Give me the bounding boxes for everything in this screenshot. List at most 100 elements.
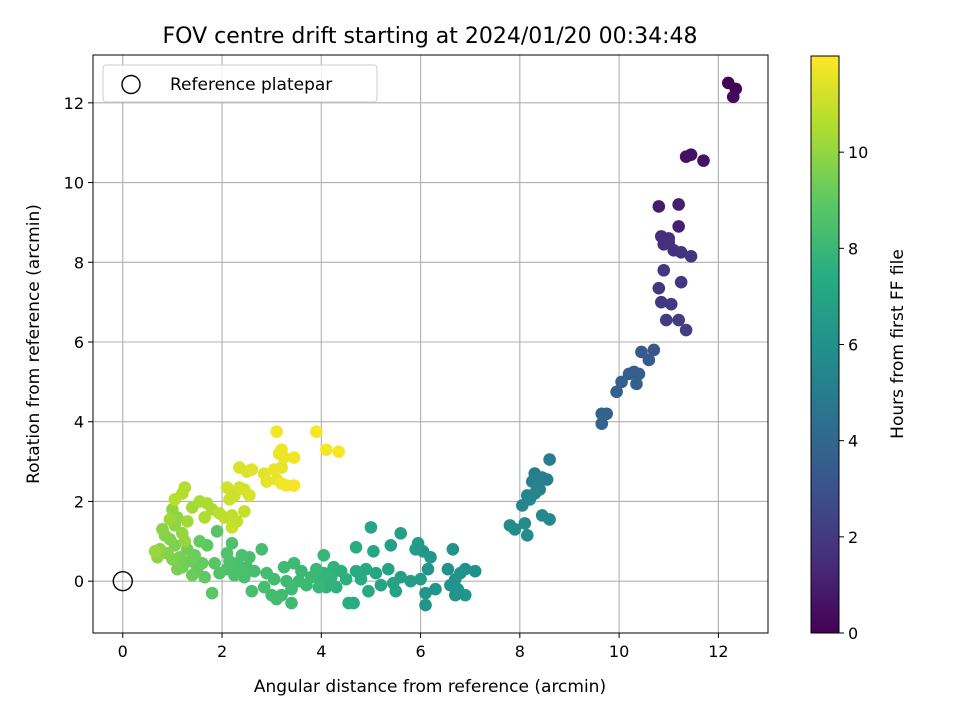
data-point — [332, 445, 345, 458]
y-tick-label: 4 — [74, 413, 84, 432]
y-tick-label: 6 — [74, 333, 84, 352]
data-point — [163, 513, 177, 526]
data-point — [419, 598, 432, 612]
data-point — [178, 535, 192, 548]
data-point — [595, 417, 609, 431]
legend-marker-reference — [121, 74, 141, 95]
data-point — [364, 521, 378, 534]
data-point — [185, 568, 199, 582]
data-point — [225, 521, 239, 534]
data-point — [654, 295, 668, 309]
x-tick-label: 2 — [217, 642, 227, 661]
data-point — [404, 574, 417, 588]
data-point — [205, 586, 219, 600]
colorbar-tick-label: 4 — [848, 432, 858, 451]
data-point — [543, 453, 556, 466]
colorbar-tick-label: 8 — [848, 239, 858, 258]
data-point — [198, 570, 211, 584]
data-point — [672, 198, 685, 211]
data-point — [659, 313, 673, 327]
colorbar-tick-label: 2 — [848, 528, 858, 547]
y-axis-label: Rotation from reference (arcmin) — [24, 204, 44, 484]
data-point — [342, 596, 355, 610]
data-point — [414, 572, 427, 586]
legend: Reference platepar — [102, 64, 378, 103]
data-point — [389, 584, 403, 598]
x-tick-label: 0 — [118, 642, 128, 661]
grid-lines — [93, 55, 768, 633]
y-tick-label: 12 — [64, 94, 84, 113]
legend-label-reference: Reference platepar — [170, 75, 332, 95]
data-point — [441, 562, 455, 576]
data-point — [684, 250, 698, 263]
data-point — [329, 580, 343, 594]
y-tick-label: 10 — [64, 174, 84, 193]
data-point — [429, 582, 442, 596]
data-point — [166, 503, 179, 516]
data-point — [382, 562, 395, 576]
data-point — [449, 588, 462, 602]
data-point — [518, 517, 532, 530]
colorbar-label: Hours from first FF file — [888, 249, 908, 439]
data-point — [369, 566, 383, 580]
y-tick-label: 0 — [74, 572, 84, 591]
data-point — [374, 578, 388, 592]
data-point — [615, 375, 628, 389]
data-point — [295, 564, 308, 578]
data-point — [647, 343, 661, 357]
data-point — [664, 297, 678, 311]
data-point — [243, 489, 256, 502]
data-point — [213, 566, 226, 580]
colorbar-tick-label: 0 — [848, 624, 858, 643]
data-point — [220, 481, 234, 494]
data-point — [652, 281, 666, 295]
data-point — [285, 596, 298, 610]
data-point — [679, 323, 693, 337]
legend-box — [102, 64, 378, 103]
data-point — [635, 345, 648, 359]
reference-platepar-marker — [112, 570, 133, 592]
data-point — [458, 588, 472, 602]
data-point — [257, 580, 271, 594]
data-point — [652, 200, 666, 213]
data-point — [260, 475, 274, 488]
data-point — [148, 544, 162, 558]
data-point — [508, 523, 522, 536]
data-point — [265, 588, 278, 602]
data-point — [181, 515, 194, 528]
data-point — [287, 451, 301, 464]
data-point — [672, 220, 685, 233]
data-point — [287, 479, 301, 492]
y-tick-label: 2 — [74, 492, 84, 511]
data-point — [642, 353, 656, 367]
data-point — [225, 537, 239, 550]
data-point — [394, 527, 408, 540]
data-point — [275, 461, 288, 474]
data-point — [327, 560, 341, 574]
data-point — [245, 584, 259, 598]
x-tick-label: 10 — [609, 642, 629, 661]
data-point — [349, 564, 363, 578]
data-point — [260, 566, 274, 580]
chart-title: FOV centre drift starting at 2024/01/20 … — [163, 24, 698, 49]
x-tick-label: 8 — [515, 642, 525, 661]
data-point — [319, 443, 333, 456]
data-point — [674, 246, 688, 259]
x-tick-label: 12 — [708, 642, 728, 661]
data-point — [540, 473, 554, 486]
data-point — [245, 463, 259, 476]
data-point — [220, 546, 234, 560]
data-points — [148, 76, 743, 612]
data-point — [684, 148, 698, 161]
data-point — [362, 584, 375, 598]
data-point — [178, 481, 192, 494]
data-point — [349, 540, 363, 554]
data-point — [367, 544, 380, 558]
data-point — [208, 556, 221, 570]
colorbar: 0 2 4 6 8 10 Hours from first FF file — [810, 55, 908, 643]
data-point — [424, 550, 437, 564]
data-point — [193, 535, 207, 548]
data-point — [697, 154, 710, 167]
data-point — [255, 542, 269, 556]
